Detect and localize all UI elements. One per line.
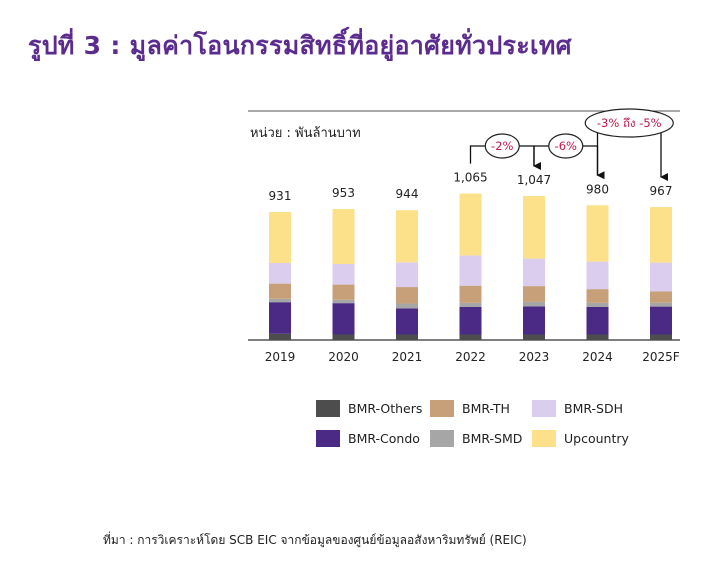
legend-item-bmr-others: BMR-Others <box>316 400 422 417</box>
x-tick-label-2024: 2024 <box>582 350 613 364</box>
bar-segment-bmr-condo-2023 <box>523 306 545 335</box>
bar-segment-bmr-condo-2025f <box>650 306 672 335</box>
bar-segment-upcountry-2025f <box>650 207 672 263</box>
annotation-label-2: -6% <box>555 139 577 153</box>
bar-segment-upcountry-2022 <box>459 193 482 256</box>
legend-swatch-bmr-condo <box>316 430 340 447</box>
unit-label: หน่วย : พันล้านบาท <box>250 126 361 141</box>
bar-segment-bmr-smd-2020 <box>332 299 355 304</box>
bar-segment-bmr-smd-2023 <box>523 301 545 307</box>
bar-segment-bmr-th-2024 <box>586 289 609 303</box>
bar-segment-upcountry-2021 <box>396 210 418 263</box>
legend-label-bmr-smd: BMR-SMD <box>462 431 523 446</box>
bar-segment-bmr-sdh-2023 <box>523 258 545 287</box>
legend-label-bmr-th: BMR-TH <box>462 401 510 416</box>
legend-item-bmr-th: BMR-TH <box>430 400 510 417</box>
bar-segment-bmr-th-2023 <box>523 286 545 302</box>
bar-segment-bmr-th-2021 <box>396 287 418 304</box>
change-annotation-2: -6% <box>533 133 605 180</box>
bar-segment-bmr-others-2020 <box>332 334 355 340</box>
bar-segment-bmr-others-2019 <box>269 333 291 340</box>
bar-segment-bmr-th-2020 <box>332 284 355 300</box>
legend-item-bmr-sdh: BMR-SDH <box>532 400 623 417</box>
legend-swatch-bmr-sdh <box>532 400 556 417</box>
total-label-2021: 944 <box>396 187 419 201</box>
total-label-2020: 953 <box>332 186 355 200</box>
legend-swatch-upcountry <box>532 430 556 447</box>
bar-segment-bmr-sdh-2019 <box>269 263 291 284</box>
bar-segment-bmr-smd-2019 <box>269 298 291 303</box>
bar-segment-bmr-th-2025f <box>650 291 672 303</box>
figure-title: รูปที่ 3 : มูลค่าโอนกรรมสิทธิ์ที่อยู่อาศ… <box>28 31 572 60</box>
bar-segment-bmr-condo-2019 <box>269 302 291 334</box>
legend-item-bmr-smd: BMR-SMD <box>430 430 522 447</box>
source-note: ที่มา : การวิเคราะห์โดย SCB EIC จากข้อมู… <box>103 533 527 547</box>
x-tick-label-2021: 2021 <box>392 350 423 364</box>
bar-segment-bmr-condo-2024 <box>586 307 609 335</box>
legend-label-bmr-sdh: BMR-SDH <box>564 401 624 416</box>
legend-label-bmr-others: BMR-Others <box>348 401 423 416</box>
annotation-label-1: -2% <box>491 139 513 153</box>
bar-segment-bmr-smd-2024 <box>586 302 609 307</box>
bar-segment-bmr-smd-2022 <box>459 302 482 307</box>
x-tick-label-2020: 2020 <box>328 350 359 364</box>
bar-segment-bmr-smd-2025f <box>650 302 672 307</box>
x-tick-label-2023: 2023 <box>519 350 550 364</box>
total-label-2023: 1,047 <box>517 173 551 187</box>
bar-segment-bmr-others-2021 <box>396 334 418 340</box>
bar-segment-bmr-others-2022 <box>459 334 482 340</box>
annotation-label-3: -3% ถึง -5% <box>597 116 662 130</box>
x-tick-label-2022: 2022 <box>455 350 486 364</box>
legend-item-upcountry: Upcountry <box>532 430 629 447</box>
bar-segment-upcountry-2019 <box>269 211 291 263</box>
legend-swatch-bmr-smd <box>430 430 454 447</box>
total-label-2025f: 967 <box>650 184 673 198</box>
total-label-2019: 931 <box>269 189 292 203</box>
bar-segment-bmr-th-2022 <box>459 285 482 303</box>
bar-segment-bmr-th-2019 <box>269 283 291 299</box>
legend-label-upcountry: Upcountry <box>564 431 629 446</box>
bar-segment-upcountry-2020 <box>332 208 355 264</box>
bar-segment-upcountry-2023 <box>523 196 545 259</box>
legend-swatch-bmr-th <box>430 400 454 417</box>
x-tick-label-2019: 2019 <box>265 350 296 364</box>
bar-segment-bmr-others-2024 <box>586 334 609 340</box>
total-label-2022: 1,065 <box>453 171 487 185</box>
total-label-2024: 980 <box>586 182 609 196</box>
bar-segment-upcountry-2024 <box>586 205 609 262</box>
legend-swatch-bmr-others <box>316 400 340 417</box>
x-tick-label-2025f: 2025F <box>642 350 680 364</box>
bar-segment-bmr-sdh-2022 <box>459 255 482 286</box>
bar-segment-bmr-sdh-2025f <box>650 262 672 292</box>
bar-segment-bmr-sdh-2021 <box>396 262 418 288</box>
bar-segment-bmr-sdh-2024 <box>586 261 609 290</box>
bar-segment-bmr-condo-2021 <box>396 308 418 335</box>
change-annotation-3: -3% ถึง -5% <box>584 108 674 182</box>
bar-segment-bmr-condo-2020 <box>332 303 355 335</box>
bar-segment-bmr-smd-2021 <box>396 303 418 309</box>
legend-label-bmr-condo: BMR-Condo <box>348 431 420 446</box>
bar-segment-bmr-sdh-2020 <box>332 263 355 285</box>
bar-segment-bmr-others-2025f <box>650 334 672 340</box>
bar-segment-bmr-condo-2022 <box>459 307 482 335</box>
bar-segment-bmr-others-2023 <box>523 334 545 340</box>
change-annotation-1: -2% <box>469 133 541 171</box>
legend-item-bmr-condo: BMR-Condo <box>316 430 420 447</box>
